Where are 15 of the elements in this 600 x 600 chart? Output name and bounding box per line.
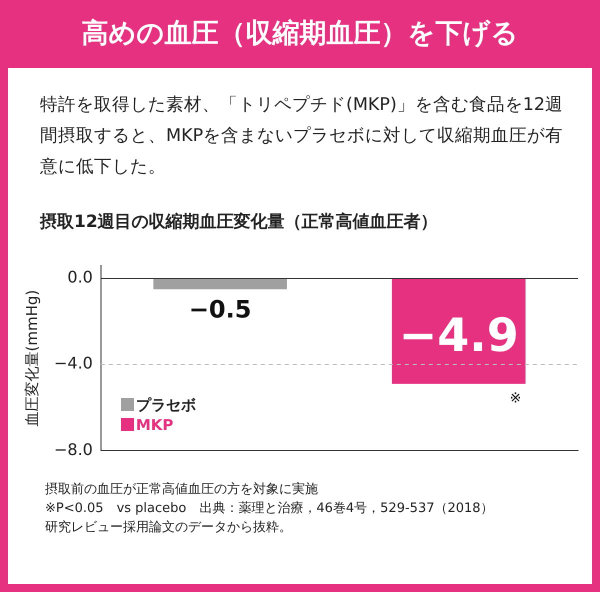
- text: ※P<0.05 vs placebo 出典：薬理と治療，46巻4号，529-537（2018）: [45, 500, 495, 518]
- data-label: −4.9: [398, 308, 519, 362]
- legend-label: MKP: [134, 414, 174, 435]
- y-tick-label: −4.0: [54, 354, 93, 373]
- chart-subtitle: 特許を取得した素材、「トリペプチド(MKP)」を含む食品を12週間摂取すると、MKPを含まないプラセボに対して収縮期血圧が有意に低下した。: [40, 94, 564, 179]
- y-tick-label: −8.0: [54, 440, 93, 459]
- y-axis-title: 血圧変化量(mmHg): [22, 290, 41, 426]
- data-label: −0.5: [188, 295, 252, 324]
- y-tick-label: 0.0: [67, 268, 93, 287]
- chart-title: 高めの血圧（収縮期血圧）を下げる: [0, 0, 600, 68]
- text: 摂取12週目の収縮期血圧変化量（正常高値血圧者）: [40, 211, 439, 233]
- text: 摂取前の血圧が正常高値血圧の方を対象に実施: [45, 481, 319, 499]
- annotation: ※: [510, 390, 522, 407]
- text: 研究レビュー採用論文のデータから抜粋。: [45, 519, 293, 537]
- legend-label: プラセボ: [134, 394, 196, 415]
